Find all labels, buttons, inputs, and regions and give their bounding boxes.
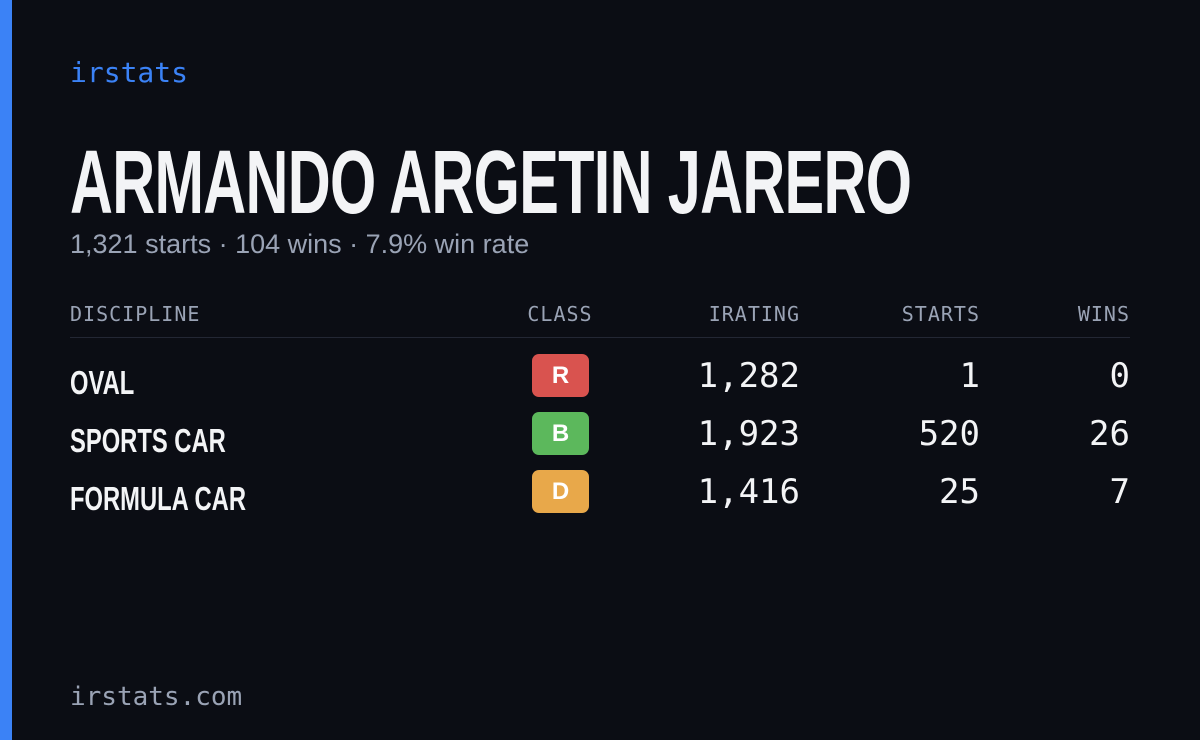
- accent-stripe: [0, 0, 12, 740]
- column-header: WINS: [1077, 302, 1130, 326]
- column-header: CLASS: [527, 302, 593, 326]
- column-header: STARTS: [901, 302, 980, 326]
- header-rule: [70, 337, 1130, 338]
- wins: 7: [1109, 472, 1130, 512]
- class-badge: D: [532, 470, 589, 513]
- starts: 520: [918, 414, 980, 454]
- column-header: DISCIPLINE: [70, 302, 201, 326]
- wins: 0: [1109, 356, 1130, 396]
- discipline: OVAL: [70, 364, 135, 401]
- footer-url: irstats.com: [70, 682, 243, 712]
- wins: 26: [1089, 414, 1130, 454]
- starts: 1: [959, 356, 980, 396]
- class-badge: R: [532, 354, 589, 397]
- starts: 25: [939, 472, 980, 512]
- class-badge: B: [532, 412, 589, 455]
- subtitle: 1,321 starts · 104 wins · 7.9% win rate: [70, 229, 530, 259]
- irating: 1,416: [697, 472, 800, 512]
- irating: 1,923: [697, 414, 800, 454]
- irating: 1,282: [697, 356, 800, 396]
- column-header: IRATING: [708, 302, 800, 326]
- discipline: SPORTS CAR: [70, 422, 226, 459]
- discipline: FORMULA CAR: [70, 480, 246, 517]
- brand: irstats: [70, 56, 189, 89]
- title: ARMANDO ARGETIN JARERO: [70, 133, 912, 233]
